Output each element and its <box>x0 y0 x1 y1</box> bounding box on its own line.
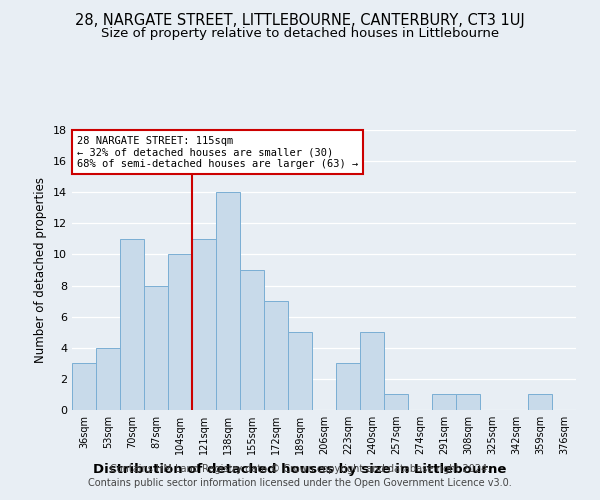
Bar <box>96 348 120 410</box>
Bar <box>456 394 480 410</box>
Text: Size of property relative to detached houses in Littlebourne: Size of property relative to detached ho… <box>101 28 499 40</box>
Bar <box>168 254 192 410</box>
Text: 28 NARGATE STREET: 115sqm
← 32% of detached houses are smaller (30)
68% of semi-: 28 NARGATE STREET: 115sqm ← 32% of detac… <box>77 136 358 169</box>
Y-axis label: Number of detached properties: Number of detached properties <box>34 177 47 363</box>
Bar <box>432 394 456 410</box>
Text: 28, NARGATE STREET, LITTLEBOURNE, CANTERBURY, CT3 1UJ: 28, NARGATE STREET, LITTLEBOURNE, CANTER… <box>75 12 525 28</box>
Bar <box>528 394 552 410</box>
Bar <box>336 364 360 410</box>
Bar <box>288 332 312 410</box>
Bar <box>144 286 168 410</box>
Text: Contains HM Land Registry data © Crown copyright and database right 2024.
Contai: Contains HM Land Registry data © Crown c… <box>88 464 512 487</box>
Text: Distribution of detached houses by size in Littlebourne: Distribution of detached houses by size … <box>94 464 506 476</box>
Bar <box>264 301 288 410</box>
Bar <box>216 192 240 410</box>
Bar <box>240 270 264 410</box>
Bar <box>192 239 216 410</box>
Bar <box>72 364 96 410</box>
Bar <box>360 332 384 410</box>
Bar <box>120 239 144 410</box>
Bar <box>384 394 408 410</box>
